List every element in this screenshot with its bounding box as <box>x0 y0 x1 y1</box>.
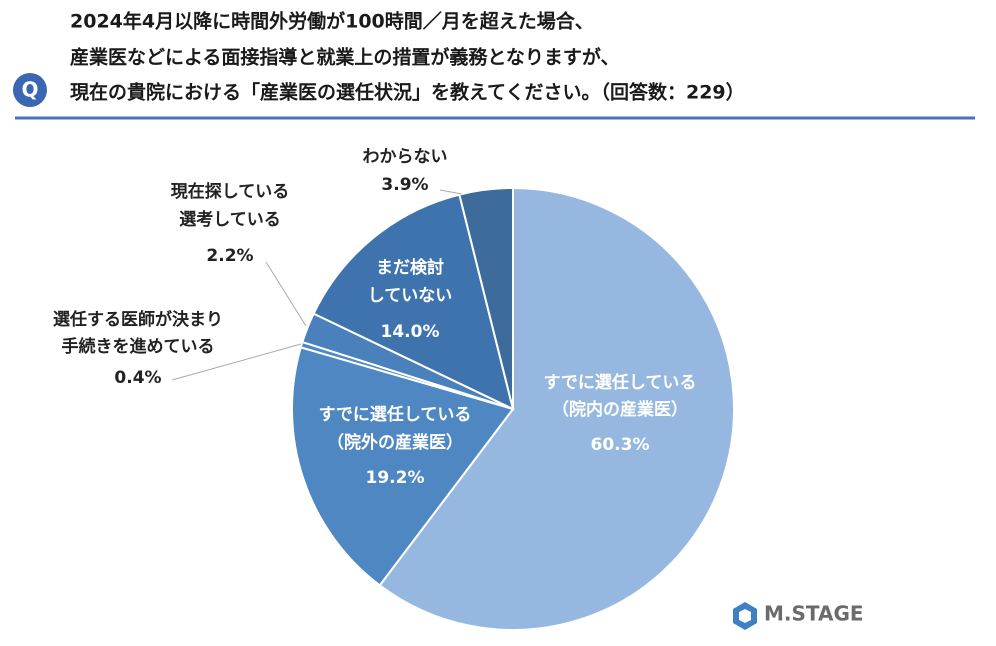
category-label: すでに選任している <box>319 404 472 425</box>
title-line: 現在の貴院における「産業医の選任状況」を教えてください。（回答数：229） <box>70 81 745 104</box>
badge: Q <box>21 78 38 102</box>
category-label: 現在探している <box>171 181 290 202</box>
value-label: 19.2% <box>366 468 425 488</box>
leader-line <box>439 189 463 195</box>
logo: M.STAGE <box>764 602 864 626</box>
category-label: 選任する医師が決まり <box>53 309 223 330</box>
category-label: すでに選任している <box>544 372 697 393</box>
value-label: 2.2% <box>206 246 253 266</box>
category-label: （院外の産業医） <box>327 432 463 453</box>
category-label: （院内の産業医） <box>552 399 688 420</box>
value-label: 3.9% <box>381 175 428 195</box>
category-label: していない <box>368 286 453 306</box>
pie-slice <box>291 346 515 587</box>
leader-line <box>265 261 307 327</box>
value-label: 14.0% <box>381 322 440 342</box>
leader-line <box>171 343 302 381</box>
title-line: 2024年4月以降に時間外労働が100時間／月を超えた場合、 <box>70 10 594 33</box>
category-label: まだ検討 <box>376 257 444 278</box>
value-label: 0.4% <box>114 368 161 388</box>
logo-icon <box>733 602 757 630</box>
title-line: 産業医などによる面接指導と就業上の措置が義務となりますが、 <box>70 46 619 69</box>
badge-circle <box>13 73 47 107</box>
category-label: 選考している <box>179 209 281 230</box>
category-label: 手続きを進めている <box>62 336 215 357</box>
value-label: 60.3% <box>591 435 650 455</box>
pie-slice <box>312 193 515 411</box>
pie-slice <box>378 186 735 631</box>
pie-slice <box>458 186 514 410</box>
category-label: わからない <box>363 147 448 167</box>
